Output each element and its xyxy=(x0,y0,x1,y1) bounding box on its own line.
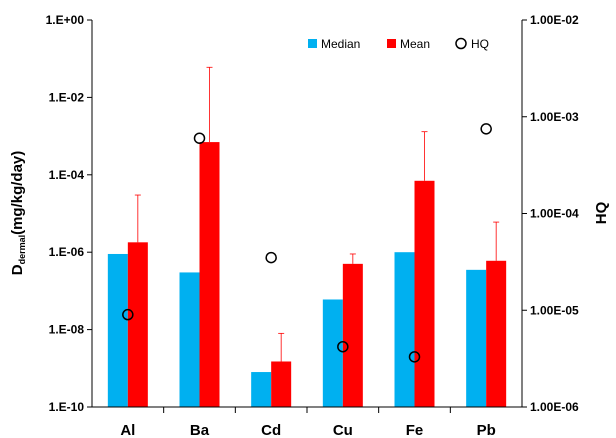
mean-bar xyxy=(199,142,220,407)
median-bar xyxy=(179,272,200,407)
y-left-tick-label: 1.E-04 xyxy=(49,168,85,182)
x-tick-label: Ba xyxy=(190,422,210,438)
y-left-tick-label: 1.E-02 xyxy=(49,90,85,104)
legend: Median Mean HQ xyxy=(308,37,489,51)
mean-bar xyxy=(414,180,435,407)
y-right-tick-label: 1.00E-02 xyxy=(530,13,579,27)
legend-median-swatch xyxy=(308,39,317,48)
y-right-tick-label: 1.00E-05 xyxy=(530,303,579,317)
legend-hq-label: HQ xyxy=(471,37,489,51)
hq-point xyxy=(265,251,277,264)
y-right-axis-ticks: 1.00E-06 1.00E-05 1.00E-04 1.00E-03 1.00E-02 xyxy=(522,13,579,414)
x-tick-label: Cu xyxy=(333,422,353,438)
hq-point xyxy=(408,351,421,363)
y-left-axis-title: Ddermal(mg/kg/day) xyxy=(9,151,27,276)
median-bar xyxy=(394,252,415,407)
hq-markers xyxy=(122,123,492,363)
median-bar xyxy=(466,269,487,407)
mean-bar xyxy=(342,263,363,407)
hq-point xyxy=(480,123,492,135)
bar-marks xyxy=(107,66,507,407)
y-right-tick-label: 1.00E-06 xyxy=(530,400,579,414)
x-tick-label: Cd xyxy=(261,422,281,438)
y-left-tick-label: 1.E-06 xyxy=(49,245,85,259)
y-left-tick-label: 1.E-10 xyxy=(49,400,85,414)
median-bar xyxy=(251,372,272,407)
legend-mean-swatch xyxy=(387,39,396,48)
legend-mean-label: Mean xyxy=(400,37,430,51)
y-left-tick-label: 1.E-08 xyxy=(49,323,85,337)
legend-median-label: Median xyxy=(321,37,360,51)
mean-bar xyxy=(127,242,148,407)
median-bar xyxy=(107,253,128,407)
x-tick-label: Fe xyxy=(406,422,424,438)
mean-bar xyxy=(486,260,507,407)
legend-hq-marker xyxy=(455,37,467,50)
y-left-axis-ticks: 1.E-10 1.E-08 1.E-06 1.E-04 1.E-02 1.E+00 xyxy=(46,13,92,414)
y-right-axis-title: HQ xyxy=(593,201,610,224)
y-left-tick-label: 1.E+00 xyxy=(46,13,85,27)
x-tick-label: Pb xyxy=(477,422,496,438)
y-right-tick-label: 1.00E-04 xyxy=(530,207,579,221)
x-tick-label: Al xyxy=(120,422,135,438)
hq-point xyxy=(193,132,206,144)
x-axis-labels: Al Ba Cd Cu Fe Pb xyxy=(120,407,496,438)
hq-point xyxy=(337,340,349,353)
y-right-tick-label: 1.00E-03 xyxy=(530,110,579,124)
median-bar xyxy=(322,299,343,407)
mean-bar xyxy=(271,361,292,407)
hq-point xyxy=(122,308,134,321)
